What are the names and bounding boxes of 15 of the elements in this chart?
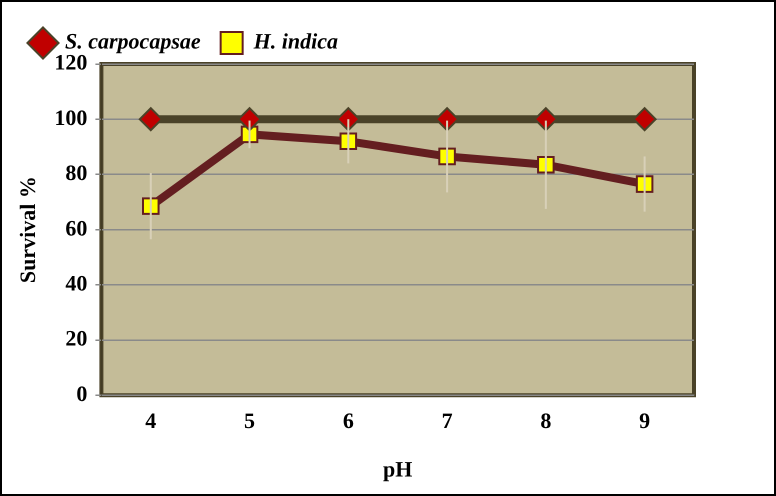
- x-axis-title: pH: [383, 456, 412, 482]
- x-tick-label: 4: [145, 408, 156, 434]
- x-tick-label: 6: [342, 408, 354, 434]
- legend-label: H. indica: [252, 28, 338, 54]
- y-tick-label: 100: [54, 104, 88, 130]
- x-tick-label: 7: [442, 408, 453, 434]
- y-tick-label: 80: [65, 160, 88, 186]
- x-tick-label: 5: [244, 408, 256, 434]
- y-tick-label: 40: [65, 270, 88, 296]
- y-tick-label: 20: [65, 326, 88, 351]
- y-tick-label: 60: [65, 215, 88, 240]
- x-tick-label: 9: [639, 408, 650, 434]
- y-axis-title: Survival %: [14, 176, 40, 284]
- y-tick-label: 0: [76, 380, 88, 406]
- x-tick-label: 8: [540, 408, 552, 434]
